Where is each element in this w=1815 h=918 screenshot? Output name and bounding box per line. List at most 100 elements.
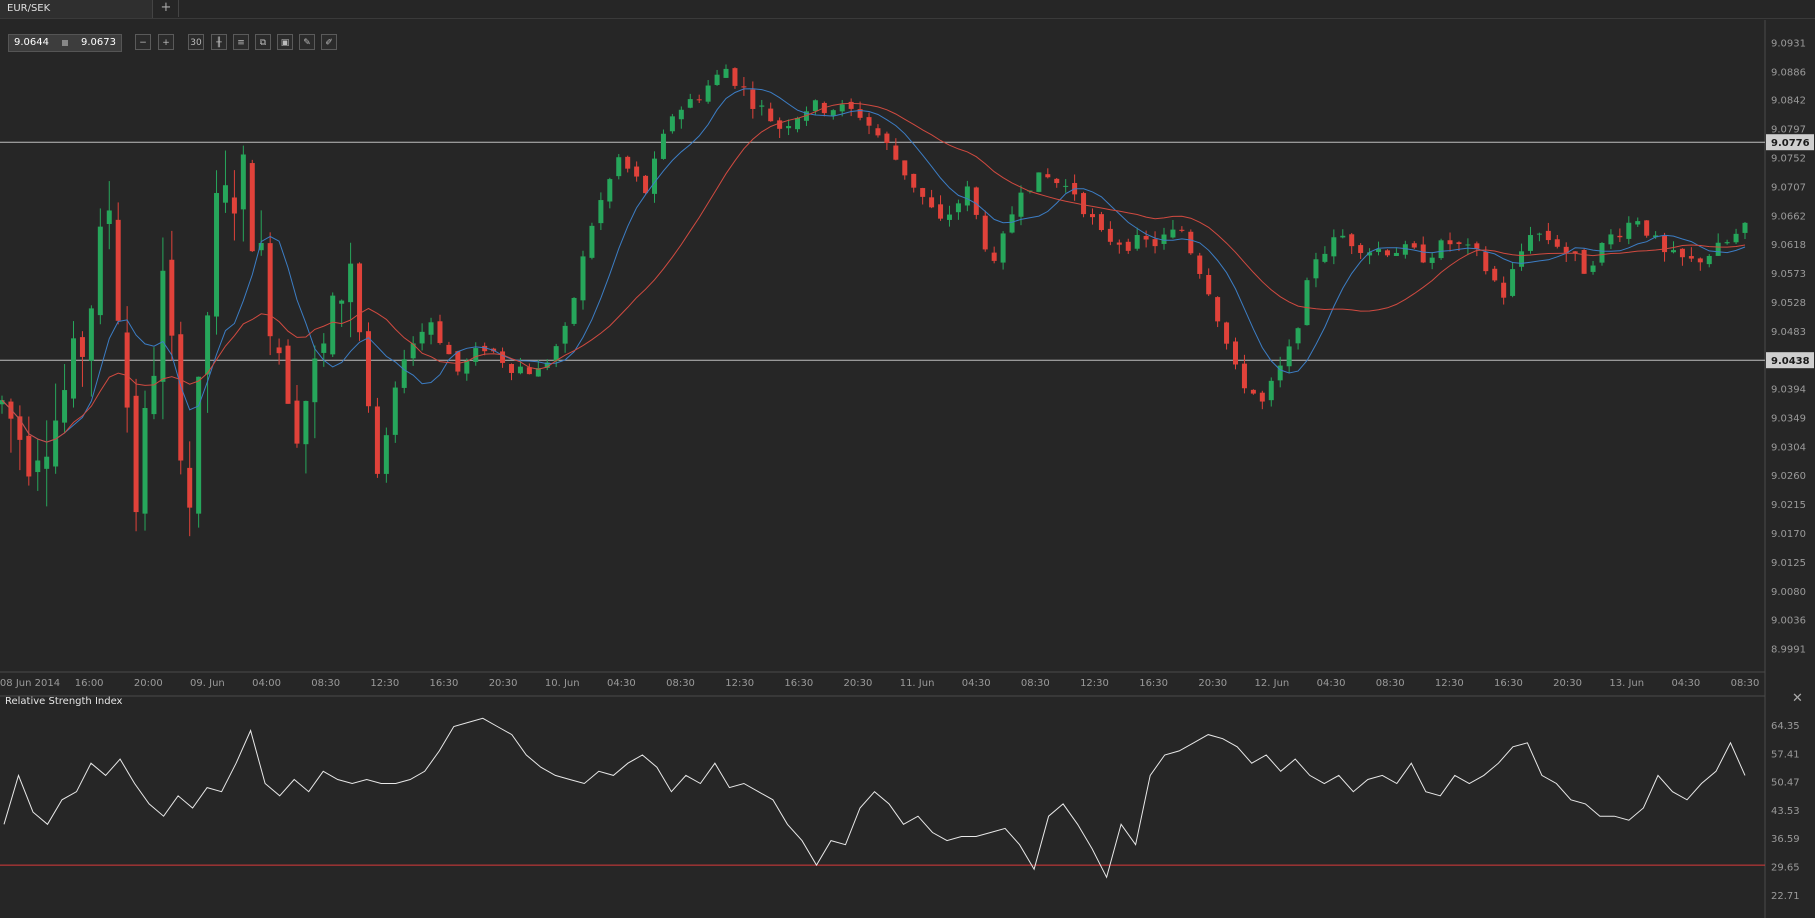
- candle-up: [598, 200, 604, 224]
- pencil-icon[interactable]: ✐: [321, 34, 337, 50]
- time-tick-label: 12:30: [1435, 678, 1464, 689]
- candle-up: [53, 420, 59, 467]
- candle-up: [1599, 242, 1605, 263]
- time-tick-label: 09. Jun: [190, 678, 225, 689]
- candle-down: [187, 467, 193, 508]
- candle-up: [35, 460, 41, 473]
- candle-down: [1259, 392, 1265, 402]
- candle-up: [1295, 328, 1301, 344]
- candle-up: [214, 193, 220, 317]
- timeframe-icon[interactable]: 30: [188, 34, 204, 50]
- price-tick-label: 8.9991: [1771, 644, 1806, 655]
- price-tick-label: 9.0573: [1771, 269, 1806, 280]
- candle-down: [1384, 250, 1390, 256]
- candle-down: [875, 128, 881, 136]
- candle-up: [1009, 214, 1015, 233]
- candle-up: [544, 362, 550, 368]
- candle-up: [714, 74, 720, 85]
- candle-down: [1492, 268, 1498, 281]
- ma-fast-line: [1, 88, 1746, 443]
- price-tick-label: 9.0931: [1771, 38, 1806, 49]
- candle-up: [71, 338, 77, 399]
- candle-down: [1572, 251, 1578, 254]
- draw-tools-icon[interactable]: ✎: [299, 34, 315, 50]
- close-rsi-icon[interactable]: ✕: [1792, 691, 1803, 706]
- price-tick-label: 9.0260: [1771, 471, 1806, 482]
- candle-down: [115, 219, 121, 321]
- candle-down: [750, 89, 756, 109]
- time-tick-label: 20:30: [489, 678, 518, 689]
- candle-up: [1331, 237, 1337, 257]
- price-tick-label: 9.0662: [1771, 212, 1806, 223]
- candle-down: [1054, 178, 1060, 184]
- time-tick-label: 08:30: [1376, 678, 1405, 689]
- candle-up: [553, 346, 559, 361]
- candle-down: [1688, 256, 1694, 259]
- candle-down: [938, 204, 944, 219]
- candle-down: [1152, 239, 1158, 247]
- candle-up: [839, 104, 845, 112]
- zoom-out-icon[interactable]: −: [135, 34, 151, 50]
- candle-down: [1501, 282, 1507, 298]
- time-tick-label: 12:30: [725, 678, 754, 689]
- templates-icon[interactable]: ▣: [277, 34, 293, 50]
- bid-price: 9.0644: [14, 37, 49, 48]
- candle-up: [1134, 235, 1140, 249]
- candle-down: [1179, 229, 1185, 231]
- time-tick-label: 04:30: [1317, 678, 1346, 689]
- candle-up: [1018, 192, 1024, 217]
- candle-down: [1098, 214, 1104, 231]
- candle-type-icon[interactable]: ╫: [211, 34, 227, 50]
- price-tick-label: 9.0618: [1771, 240, 1806, 251]
- candle-up: [517, 366, 523, 374]
- candle-down: [982, 215, 988, 250]
- candle-up: [1724, 242, 1730, 244]
- candle-up: [535, 368, 541, 377]
- tab-eursek[interactable]: EUR/SEK: [0, 0, 153, 18]
- candle-down: [1483, 251, 1489, 272]
- candle-up: [723, 68, 729, 78]
- candle-down: [446, 344, 452, 355]
- tab-title: EUR/SEK: [7, 3, 51, 14]
- indicators-icon[interactable]: ≡: [233, 34, 249, 50]
- add-tab-button[interactable]: +: [154, 0, 179, 17]
- candle-down: [741, 86, 747, 88]
- price-tick-label: 9.0349: [1771, 414, 1806, 425]
- candle-up: [678, 109, 684, 120]
- candle-down: [768, 108, 774, 122]
- chart-settings-icon[interactable]: ⧉: [255, 34, 271, 50]
- price-tick-label: 9.0394: [1771, 385, 1806, 396]
- candle-up: [1304, 280, 1310, 326]
- candle-down: [294, 400, 300, 444]
- candle-up: [786, 126, 792, 129]
- price-marker-box: [1766, 134, 1814, 151]
- price-tick-label: 9.0125: [1771, 558, 1806, 569]
- candle-up: [1626, 222, 1632, 239]
- candle-up: [401, 359, 407, 388]
- candle-up: [964, 186, 970, 206]
- candle-up: [1706, 255, 1712, 265]
- candle-down: [133, 395, 139, 513]
- rsi-tick-label: 22.71: [1771, 891, 1800, 902]
- candle-down: [732, 68, 738, 86]
- time-tick-label: 08:30: [1731, 678, 1760, 689]
- candle-up: [1742, 222, 1748, 233]
- candle-down: [1697, 258, 1703, 263]
- candle-up: [687, 99, 693, 108]
- candle-up: [812, 100, 818, 112]
- candle-down: [178, 334, 184, 461]
- candle-up: [383, 435, 389, 474]
- candle-down: [249, 163, 255, 252]
- candle-up: [1376, 249, 1382, 252]
- candle-down: [79, 337, 85, 357]
- candle-up: [205, 315, 211, 375]
- candle-up: [1367, 252, 1373, 256]
- time-tick-label: 12. Jun: [1255, 678, 1290, 689]
- spread-separator-icon: [62, 40, 68, 46]
- candle-down: [1241, 363, 1247, 389]
- time-tick-label: 20:30: [1553, 678, 1582, 689]
- candle-up: [1340, 235, 1346, 238]
- time-tick-label: 20:00: [134, 678, 163, 689]
- zoom-in-icon[interactable]: +: [158, 34, 174, 50]
